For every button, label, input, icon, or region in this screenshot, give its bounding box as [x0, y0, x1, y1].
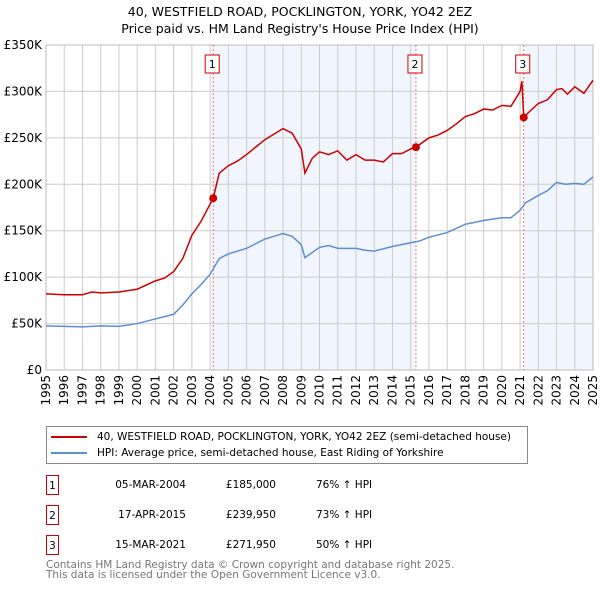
- title-line: 40, WESTFIELD ROAD, POCKLINGTON, YORK, Y…: [127, 4, 473, 19]
- x-tick-label: 2012: [349, 375, 363, 406]
- sale-point: [209, 194, 218, 203]
- x-tick-label: 2020: [495, 375, 509, 406]
- sale-marker-badge: 1: [46, 475, 59, 495]
- chart-title: 40, WESTFIELD ROAD, POCKLINGTON, YORK, Y…: [0, 3, 600, 37]
- x-tick-label: 2011: [331, 375, 345, 406]
- sale-label: 3: [519, 58, 526, 71]
- y-tick-label: £50K: [11, 317, 43, 331]
- series-line-property: [45, 79, 594, 296]
- sale-date: 15-MAR-2021: [115, 539, 186, 551]
- sale-hpi: 50% ↑ HPI: [316, 539, 373, 551]
- x-tick-label: 2021: [513, 375, 527, 406]
- x-tick-label: 2022: [531, 375, 545, 406]
- sale-date: 17-APR-2015: [118, 509, 186, 521]
- footer-copyright: Contains HM Land Registry data © Crown c…: [46, 559, 455, 571]
- sale-label-box: [407, 54, 423, 74]
- y-tick-label: £250K: [4, 131, 44, 145]
- sale-label-box: [204, 54, 220, 74]
- sale-label: 2: [411, 58, 418, 71]
- x-tick-label: 2005: [221, 375, 235, 406]
- legend-label: 40, WESTFIELD ROAD, POCKLINGTON, YORK, Y…: [97, 431, 511, 443]
- sale-price: £271,950: [225, 539, 276, 551]
- x-tick-label: 2023: [550, 375, 564, 406]
- x-tick-label: 2018: [458, 375, 472, 406]
- x-tick-label: 1995: [39, 375, 53, 406]
- legend-swatch-red: [51, 436, 87, 438]
- x-tick-label: 2016: [422, 375, 436, 406]
- x-tick-label: 1996: [57, 375, 71, 406]
- y-tick-label: £300K: [4, 84, 44, 98]
- sale-price: £185,000: [225, 479, 276, 491]
- x-tick-label: 2002: [167, 375, 181, 406]
- footer-licence: This data is licensed under the Open Gov…: [46, 569, 381, 581]
- subtitle-line: Price paid vs. HM Land Registry's House …: [121, 21, 479, 36]
- y-tick-label: £100K: [4, 270, 44, 284]
- legend-item-property: 40, WESTFIELD ROAD, POCKLINGTON, YORK, Y…: [51, 429, 511, 445]
- sale-point: [411, 143, 420, 152]
- x-tick-label: 2024: [568, 375, 582, 406]
- y-tick-label: £150K: [4, 224, 44, 238]
- x-tick-label: 1997: [75, 375, 89, 406]
- x-tick-label: 2003: [185, 375, 199, 406]
- x-tick-label: 2025: [586, 375, 600, 406]
- x-tick-label: 2004: [203, 375, 217, 406]
- sale-hpi: 73% ↑ HPI: [316, 509, 373, 521]
- x-tick-label: 2000: [130, 375, 144, 406]
- x-tick-label: 2009: [294, 375, 308, 406]
- x-tick-label: 2014: [385, 375, 399, 406]
- x-tick-label: 2006: [240, 375, 254, 406]
- sale-point: [519, 113, 528, 122]
- x-tick-label: 2001: [148, 375, 162, 406]
- series-line-hpi: [45, 176, 594, 328]
- sale-label-box: [515, 54, 531, 74]
- x-tick-label: 1998: [94, 375, 108, 406]
- x-tick-label: 2013: [367, 375, 381, 406]
- y-tick-label: £0: [27, 363, 42, 377]
- y-tick-label: £200K: [4, 177, 44, 191]
- sale-hpi: 76% ↑ HPI: [316, 479, 373, 491]
- x-tick-label: 1999: [112, 375, 126, 406]
- footer: Contains HM Land Registry data © Crown c…: [46, 559, 455, 581]
- x-tick-label: 2019: [477, 375, 491, 406]
- plot-frame: [45, 44, 594, 371]
- y-tick-label: £350K: [4, 38, 44, 52]
- sale-marker-badge: 3: [46, 535, 59, 555]
- sale-price: £239,950: [225, 509, 276, 521]
- shaded-period: [213, 45, 416, 370]
- legend: 40, WESTFIELD ROAD, POCKLINGTON, YORK, Y…: [46, 426, 528, 464]
- sale-label: 1: [209, 58, 216, 71]
- x-tick-label: 2017: [440, 375, 454, 406]
- price-chart: 1995 1996 1997 1998 1999 2000 2001 2002 2003 2004…: [4, 38, 600, 406]
- shaded-period: [523, 45, 593, 370]
- legend-label: HPI: Average price, semi-detached house,…: [97, 447, 444, 459]
- x-tick-label: 2007: [258, 375, 272, 406]
- sale-marker-badge: 2: [46, 505, 59, 525]
- legend-item-hpi: HPI: Average price, semi-detached house,…: [51, 445, 444, 461]
- x-tick-label: 2015: [404, 375, 418, 406]
- legend-swatch-blue: [51, 452, 87, 454]
- sale-date: 05-MAR-2004: [115, 479, 186, 491]
- x-tick-label: 2010: [313, 375, 327, 406]
- x-tick-label: 2008: [276, 375, 290, 406]
